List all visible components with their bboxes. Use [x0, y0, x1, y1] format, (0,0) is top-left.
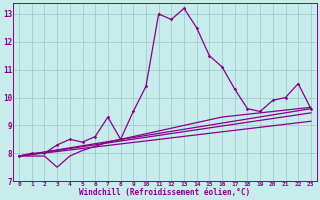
X-axis label: Windchill (Refroidissement éolien,°C): Windchill (Refroidissement éolien,°C): [79, 188, 251, 197]
